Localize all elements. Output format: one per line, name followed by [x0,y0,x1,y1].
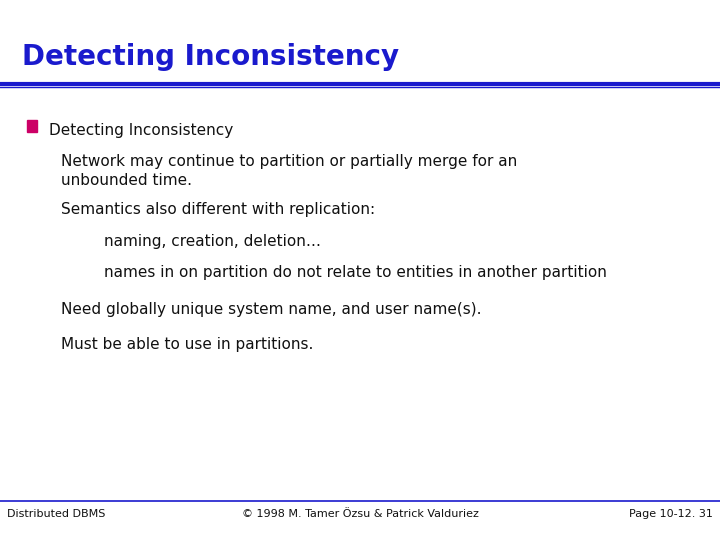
Text: Detecting Inconsistency: Detecting Inconsistency [22,43,399,71]
Bar [27,120,37,132]
Text: names in on partition do not relate to entities in another partition: names in on partition do not relate to e… [104,265,607,280]
Text: Page 10-12. 31: Page 10-12. 31 [629,509,713,519]
Text: Distributed DBMS: Distributed DBMS [7,509,106,519]
Text: Need globally unique system name, and user name(s).: Need globally unique system name, and us… [61,302,482,318]
Text: naming, creation, deletion…: naming, creation, deletion… [104,234,321,249]
Text: Must be able to use in partitions.: Must be able to use in partitions. [61,338,314,353]
Text: Semantics also different with replication:: Semantics also different with replicatio… [61,202,375,217]
Text: © 1998 M. Tamer Özsu & Patrick Valduriez: © 1998 M. Tamer Özsu & Patrick Valduriez [242,509,478,519]
Text: Network may continue to partition or partially merge for an
unbounded time.: Network may continue to partition or par… [61,154,518,188]
Text: Detecting Inconsistency: Detecting Inconsistency [49,123,233,138]
